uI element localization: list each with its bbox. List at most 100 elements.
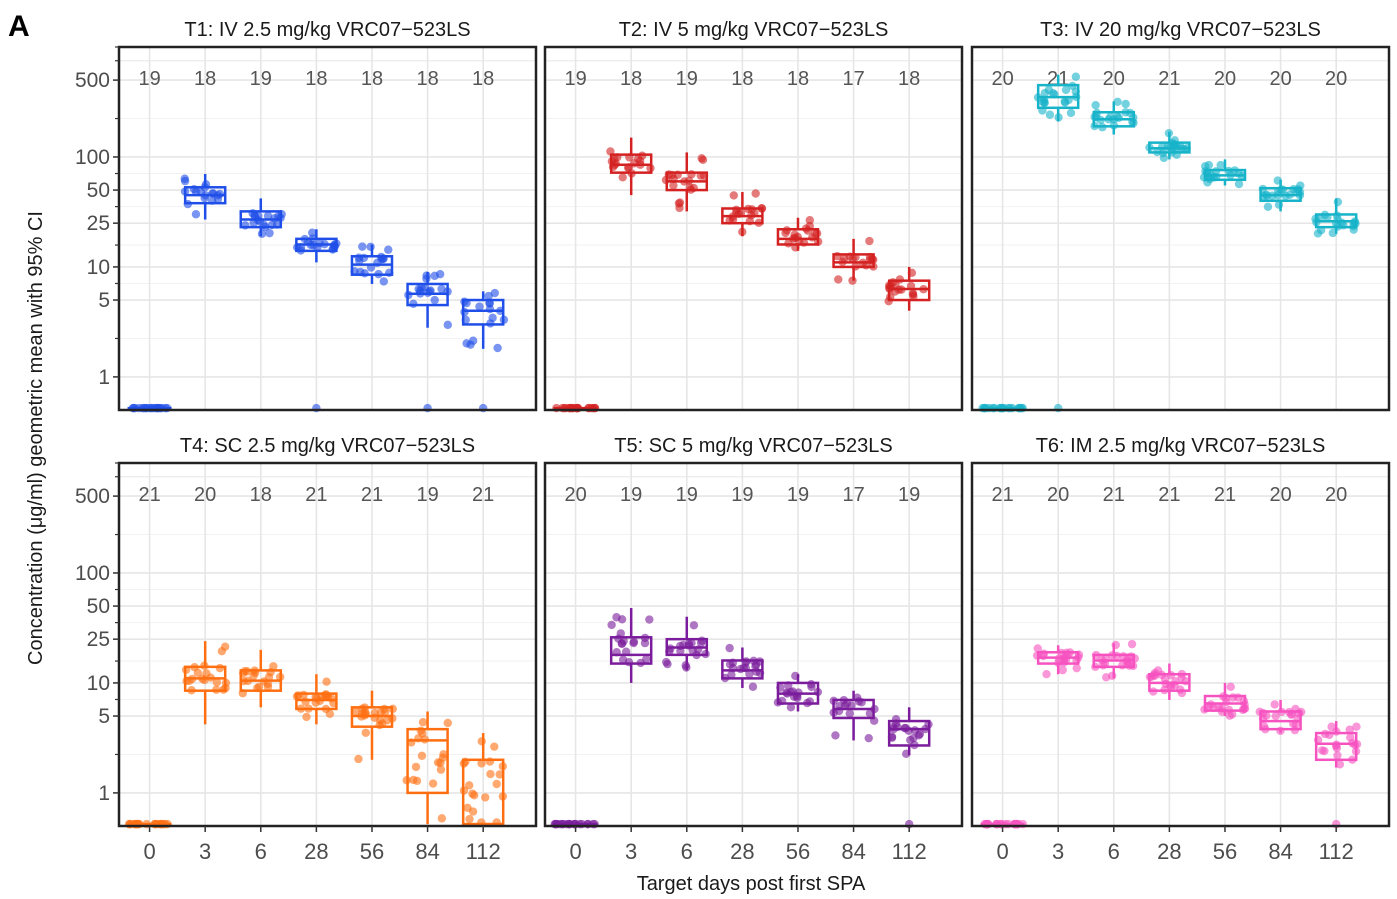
data-point — [465, 781, 474, 790]
box-28 — [1145, 663, 1191, 700]
n-label: 18 — [787, 68, 809, 90]
data-point — [607, 620, 616, 630]
data-point — [865, 709, 875, 718]
x-tick-label: 56 — [786, 839, 810, 864]
data-point — [193, 668, 203, 678]
data-point — [417, 751, 427, 760]
n-label: 21 — [991, 484, 1013, 506]
box-3 — [607, 608, 654, 683]
data-point — [361, 728, 370, 737]
n-label: 19 — [731, 484, 753, 506]
panel-border — [970, 461, 1391, 828]
chart-panel-4: T4: SC 2.5 mg/kg VRC07−523LS 21 20 18 21 21 19… — [75, 435, 538, 864]
data-point — [411, 762, 421, 772]
box-84 — [402, 711, 452, 825]
n-label: 19 — [564, 68, 586, 90]
box-6 — [1091, 639, 1139, 682]
x-tick-label: 112 — [892, 839, 927, 864]
box-iqr — [609, 636, 653, 665]
x-tick-label: 84 — [1268, 839, 1292, 864]
x-tick-label: 6 — [1108, 839, 1120, 864]
box-iqr — [406, 727, 449, 795]
y-tick-label: 1 — [98, 782, 110, 805]
panel-border — [543, 45, 964, 412]
data-point — [831, 731, 840, 740]
data-point — [468, 807, 478, 816]
data-point — [212, 678, 222, 687]
box-56 — [1200, 682, 1250, 720]
data-point — [379, 277, 388, 286]
y-tick-label: 100 — [75, 562, 110, 585]
data-point — [1058, 665, 1067, 675]
data-point — [689, 621, 699, 630]
data-point — [864, 733, 873, 743]
data-point — [466, 340, 475, 349]
x-tick-label: 84 — [415, 839, 439, 864]
n-label: 18 — [731, 68, 753, 90]
data-point — [1225, 711, 1234, 720]
data-point — [325, 709, 335, 719]
x-tick-label: 56 — [360, 839, 384, 864]
n-label: 21 — [472, 484, 494, 506]
data-point — [460, 297, 469, 306]
data-point — [729, 191, 738, 200]
data-point — [492, 779, 501, 789]
box-6 — [1090, 97, 1138, 135]
data-point — [915, 729, 925, 739]
data-point — [697, 154, 706, 163]
data-point — [358, 242, 367, 251]
x-tick-label: 0 — [996, 839, 1008, 864]
data-point — [215, 663, 225, 673]
data-point — [865, 236, 874, 246]
box-6 — [662, 616, 710, 672]
data-point — [443, 320, 452, 330]
box-28 — [292, 674, 338, 725]
data-point — [1333, 751, 1342, 760]
n-label: 19 — [416, 484, 438, 506]
n-label: 18 — [361, 68, 383, 90]
data-point — [1160, 674, 1170, 684]
box-112 — [887, 707, 933, 759]
data-point — [1061, 85, 1071, 95]
data-point — [1335, 760, 1345, 769]
data-point — [430, 295, 439, 305]
box-6 — [238, 649, 285, 708]
x-tick-label: 0 — [569, 839, 581, 864]
panel-title: T5: SC 5 mg/kg VRC07−523LS — [614, 435, 892, 457]
n-label: 21 — [1158, 68, 1180, 90]
n-label: 21 — [1103, 484, 1125, 506]
box-84 — [404, 269, 452, 330]
data-point — [269, 662, 278, 671]
data-point — [437, 284, 446, 294]
data-point — [417, 283, 426, 292]
n-label: 20 — [564, 484, 586, 506]
data-point — [1345, 725, 1354, 734]
n-label: 20 — [194, 484, 216, 506]
n-label: 18 — [250, 484, 272, 506]
box-112 — [1313, 721, 1362, 769]
box-84 — [832, 236, 878, 285]
box-3 — [1032, 644, 1084, 679]
data-point — [1060, 97, 1070, 106]
n-label: 20 — [1325, 68, 1347, 90]
data-point — [1040, 98, 1049, 108]
box-iqr — [461, 298, 505, 326]
data-point — [493, 343, 502, 353]
box-112 — [459, 733, 508, 827]
data-point — [439, 750, 448, 759]
data-point — [1222, 697, 1231, 707]
n-label: 20 — [1214, 68, 1236, 90]
data-point — [1127, 639, 1137, 649]
data-point — [1352, 722, 1361, 731]
data-point — [1045, 110, 1055, 119]
box-iqr — [887, 279, 931, 302]
box-112 — [884, 266, 931, 311]
n-label: 20 — [1325, 484, 1347, 506]
data-point — [617, 639, 627, 648]
data-point — [1042, 669, 1051, 679]
data-point — [360, 269, 369, 278]
data-point — [481, 793, 490, 802]
panel-title: T6: IM 2.5 mg/kg VRC07−523LS — [1036, 435, 1326, 457]
data-point — [1071, 72, 1081, 81]
